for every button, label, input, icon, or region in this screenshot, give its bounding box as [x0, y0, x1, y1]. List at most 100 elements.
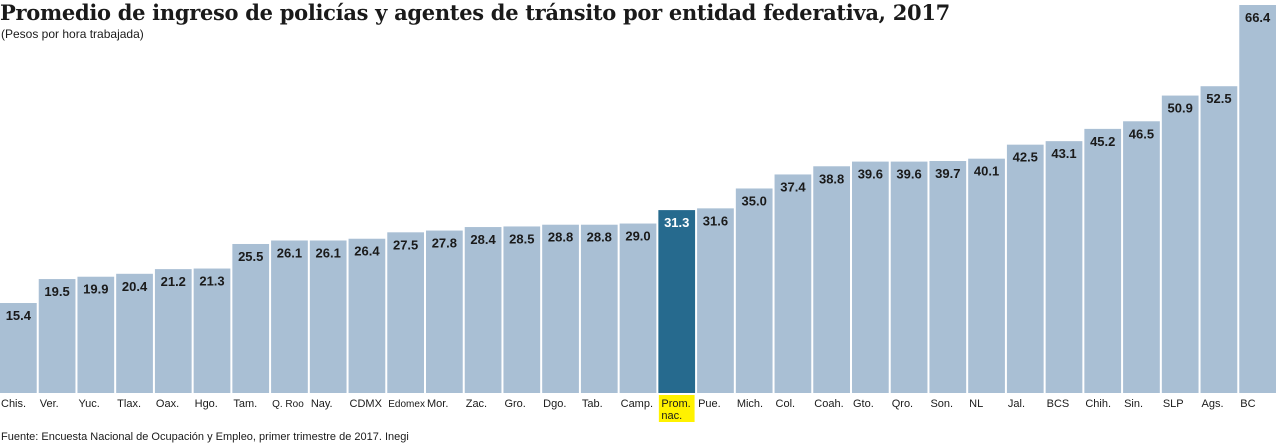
source-note: Fuente: Encuesta Nacional de Ocupación y…	[1, 431, 409, 443]
category-label-chis: Chis.	[1, 398, 26, 410]
category-label-qro: Qro.	[892, 398, 913, 410]
category-label-bcs: BCS	[1047, 398, 1070, 410]
bar-bc	[1239, 5, 1276, 393]
category-label-dgo: Dgo.	[543, 398, 566, 410]
chart-title: Promedio de ingreso de policías y agente…	[0, 0, 950, 25]
value-label-slp: 50.9	[1168, 101, 1193, 116]
category-label-sin: Sin.	[1124, 398, 1143, 410]
value-label-qro: 39.6	[896, 167, 921, 182]
bar-qro	[890, 161, 928, 393]
category-label-oax: Oax.	[156, 398, 179, 410]
bar-chis	[0, 303, 37, 393]
bar-tam	[232, 243, 270, 393]
value-label-chis: 15.4	[6, 308, 32, 323]
chart-subtitle: (Pesos por hora trabajada)	[1, 27, 144, 41]
value-label-chih: 45.2	[1090, 134, 1115, 149]
category-label-camp: Camp.	[621, 398, 653, 410]
bar-oax	[154, 269, 192, 393]
value-labels-group: 15.4 19.5 19.9 20.4 21.2 21.3 25.5 26.1 26.1 26.4…	[6, 10, 1271, 323]
value-label-pue: 31.6	[703, 213, 728, 228]
bar-coah	[813, 166, 850, 393]
bar-nay	[309, 240, 347, 393]
value-label-coah: 38.8	[819, 171, 844, 186]
value-label-sin: 46.5	[1129, 126, 1154, 141]
category-label-jal: Jal.	[1008, 398, 1025, 410]
category-label-tam: Tam.	[233, 398, 257, 410]
bar-edomex	[387, 232, 424, 393]
category-label-coah: Coah.	[814, 398, 843, 410]
value-label-camp: 29.0	[625, 229, 650, 244]
category-label-mich: Mich.	[737, 398, 763, 410]
category-label-yuc: Yuc.	[78, 398, 99, 410]
category-label-bc: BC	[1240, 398, 1255, 410]
value-label-ver: 19.5	[44, 284, 69, 299]
bar-mor	[426, 230, 463, 393]
category-label-chih: Chih.	[1085, 398, 1111, 410]
value-label-gto: 39.6	[858, 167, 883, 182]
category-label-son: Son.	[930, 398, 953, 410]
bar-tab	[580, 224, 618, 393]
category-label-zac: Zac.	[466, 398, 487, 410]
category-label-mor: Mor.	[427, 398, 448, 410]
bar-tlax	[116, 273, 153, 393]
category-label-q-roo: Q. Roo	[272, 399, 304, 410]
category-label-gto: Gto.	[853, 398, 874, 410]
value-label-zac: 28.4	[470, 232, 496, 247]
value-label-gro: 28.5	[509, 231, 534, 246]
bars-group	[0, 5, 1276, 393]
value-label-edomex: 27.5	[393, 237, 418, 252]
bar-col	[774, 174, 812, 393]
category-label-col: Col.	[776, 398, 796, 410]
category-label-nay: Nay.	[311, 398, 333, 410]
value-label-dgo: 28.8	[548, 230, 573, 245]
value-label-oax: 21.2	[161, 274, 186, 289]
category-label-pue: Pue.	[698, 398, 721, 410]
value-label-nl: 40.1	[974, 164, 999, 179]
bar-yuc	[77, 276, 115, 393]
category-label-edomex: Edomex	[388, 399, 425, 410]
bar-hgo	[193, 268, 231, 393]
value-label-col: 37.4	[780, 179, 806, 194]
bar-bcs	[1045, 141, 1083, 393]
bar-mich	[735, 188, 773, 393]
value-label-cdmx: 26.4	[354, 244, 380, 259]
value-label-tlax: 20.4	[122, 279, 148, 294]
category-label-ver: Ver.	[40, 398, 59, 410]
bar-ver	[38, 279, 76, 393]
value-label-mich: 35.0	[742, 193, 767, 208]
value-label-son: 39.7	[935, 166, 960, 181]
bar-nl	[968, 158, 1005, 393]
category-label-ags: Ags.	[1202, 398, 1224, 410]
category-label-prom-nac: Prom. nac.	[661, 398, 690, 422]
category-label-hgo: Hgo.	[195, 398, 218, 410]
category-label-nl: NL	[969, 398, 983, 410]
bar-slp	[1161, 95, 1199, 393]
value-label-ags: 52.5	[1206, 91, 1231, 106]
category-labels-group: Chis. Ver. Yuc. Tlax. Oax. Hgo. Tam. Q. Roo Nay.…	[1, 395, 1256, 422]
value-label-bcs: 43.1	[1051, 146, 1076, 161]
value-label-mor: 27.8	[432, 236, 457, 251]
category-label-tlax: Tlax.	[117, 398, 141, 410]
value-label-tab: 28.8	[587, 230, 612, 245]
value-label-hgo: 21.3	[199, 274, 224, 289]
category-label-slp: SLP	[1163, 398, 1184, 410]
bar-gro	[503, 226, 541, 393]
bar-zac	[464, 227, 502, 393]
bar-dgo	[542, 224, 579, 393]
category-label-cdmx: CDMX	[350, 398, 383, 410]
value-label-bc: 66.4	[1245, 10, 1271, 25]
bar-son	[929, 161, 967, 393]
bar-jal	[1006, 144, 1044, 393]
bar-camp	[619, 223, 657, 393]
value-label-prom-nac: 31.3	[664, 215, 689, 230]
bar-ags	[1200, 86, 1238, 393]
value-label-yuc: 19.9	[83, 282, 108, 297]
bar-pue	[697, 208, 734, 393]
value-label-tam: 25.5	[238, 249, 263, 264]
bar-sin	[1123, 121, 1160, 393]
bar-q-roo	[271, 240, 308, 393]
bar-prom-nac	[658, 210, 696, 393]
value-label-jal: 42.5	[1013, 150, 1038, 165]
category-label-tab: Tab.	[582, 398, 603, 410]
